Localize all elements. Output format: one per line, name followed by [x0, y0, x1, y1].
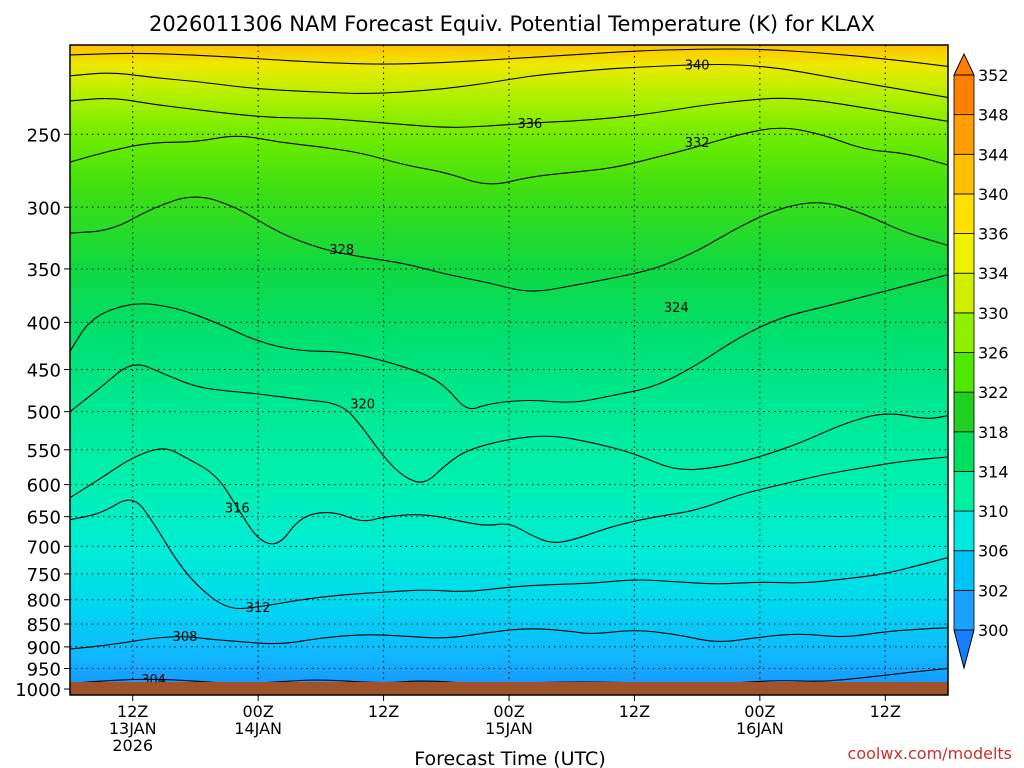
colorbar-low-arrow	[953, 629, 975, 670]
colorbar-label: 340	[978, 185, 1009, 204]
colorbar: 300 302 306 310 314 318 322 326 330 334 336 340 344 3…	[953, 52, 1009, 670]
x-tick-label: 00Z	[493, 702, 524, 721]
colorbar-swatch	[953, 471, 975, 512]
colorbar-swatch	[953, 510, 975, 552]
grid-lines	[70, 45, 948, 695]
x-tick-label: 14JAN	[234, 719, 282, 738]
colorbar-swatch	[953, 153, 975, 195]
chart-title: 2026011306 NAM Forecast Equiv. Potential…	[149, 12, 875, 36]
contour-line	[70, 97, 948, 128]
contour-line	[70, 127, 948, 185]
x-tick-label: 12Z	[619, 702, 650, 721]
colorbar-label: 310	[978, 502, 1009, 521]
y-tick-label: 300	[27, 198, 61, 219]
y-tick-label: 1000	[15, 680, 61, 701]
colorbar-label: 318	[978, 423, 1009, 442]
x-tick-label: 12Z	[870, 702, 901, 721]
y-tick-label: 850	[27, 615, 61, 636]
colorbar-swatch	[953, 589, 975, 631]
x-tick-label: 00Z	[744, 702, 775, 721]
contour-label: 312	[246, 601, 271, 616]
contour-line	[70, 499, 948, 610]
x-tick-label: 12Z	[117, 702, 148, 721]
colorbar-label: 314	[978, 462, 1009, 481]
x-tick-label: 2026	[112, 736, 153, 755]
colorbar-swatch	[953, 114, 975, 155]
contour-label: 328	[329, 243, 354, 258]
y-tick-label: 750	[27, 565, 61, 586]
y-tick-label: 500	[27, 403, 61, 424]
colorbar-swatch	[953, 233, 975, 274]
colorbar-label: 302	[978, 581, 1009, 600]
contour-line	[70, 274, 948, 410]
colorbar-label: 330	[978, 304, 1009, 323]
x-tick-label: 12Z	[368, 702, 399, 721]
contour-label: 316	[225, 501, 250, 516]
contour-line	[70, 196, 948, 292]
x-tick-label: 15JAN	[485, 719, 533, 738]
contour-line	[70, 627, 948, 650]
contour-line	[70, 63, 948, 98]
x-axis-label: Forecast Time (UTC)	[414, 748, 605, 768]
y-tick-label: 900	[27, 638, 61, 659]
colorbar-label: 334	[978, 264, 1009, 283]
x-tick-label: 16JAN	[736, 719, 784, 738]
x-tick-label: 13JAN	[109, 719, 157, 738]
colorbar-label: 322	[978, 383, 1009, 402]
colorbar-swatch	[953, 74, 975, 116]
colorbar-swatch	[953, 391, 975, 433]
contour-line	[70, 448, 948, 545]
colorbar-label: 336	[978, 225, 1009, 244]
colorbar-swatch	[953, 193, 975, 234]
contour-line	[70, 48, 948, 67]
colorbar-swatch	[953, 550, 975, 591]
colorbar-label: 326	[978, 344, 1009, 363]
y-tick-label: 250	[27, 125, 61, 146]
colorbar-label: 348	[978, 106, 1009, 125]
y-tick-label: 650	[27, 508, 61, 529]
terrain-band	[70, 682, 948, 695]
y-tick-label: 600	[27, 476, 61, 497]
colorbar-swatch	[953, 272, 975, 314]
contour-label: 320	[350, 398, 375, 413]
contour-line	[70, 364, 948, 483]
colorbar-label: 300	[978, 621, 1009, 640]
contour-label: 340	[685, 59, 710, 74]
contour-label: 332	[685, 136, 710, 151]
y-tick-label: 450	[27, 361, 61, 382]
colorbar-label: 344	[978, 145, 1009, 164]
y-tick-label: 350	[27, 260, 61, 281]
credit-text: coolwx.com/modelts	[848, 744, 1012, 763]
y-tick-label: 700	[27, 537, 61, 558]
y-tick-label: 550	[27, 441, 61, 462]
contour-label: 324	[664, 301, 689, 316]
contour-label: 308	[173, 630, 198, 645]
colorbar-label: 352	[978, 66, 1009, 85]
colorbar-label: 306	[978, 542, 1009, 561]
colorbar-swatch	[953, 352, 975, 393]
contour-label: 336	[517, 117, 542, 132]
colorbar-swatch	[953, 312, 975, 353]
y-tick-label: 400	[27, 313, 61, 334]
y-tick-label: 800	[27, 591, 61, 612]
colorbar-swatch	[953, 431, 975, 472]
y-axis: 2503003504004505005506006507007508008509…	[15, 125, 70, 701]
y-tick-label: 950	[27, 660, 61, 681]
x-tick-label: 00Z	[242, 702, 273, 721]
colorbar-high-arrow	[953, 52, 975, 76]
